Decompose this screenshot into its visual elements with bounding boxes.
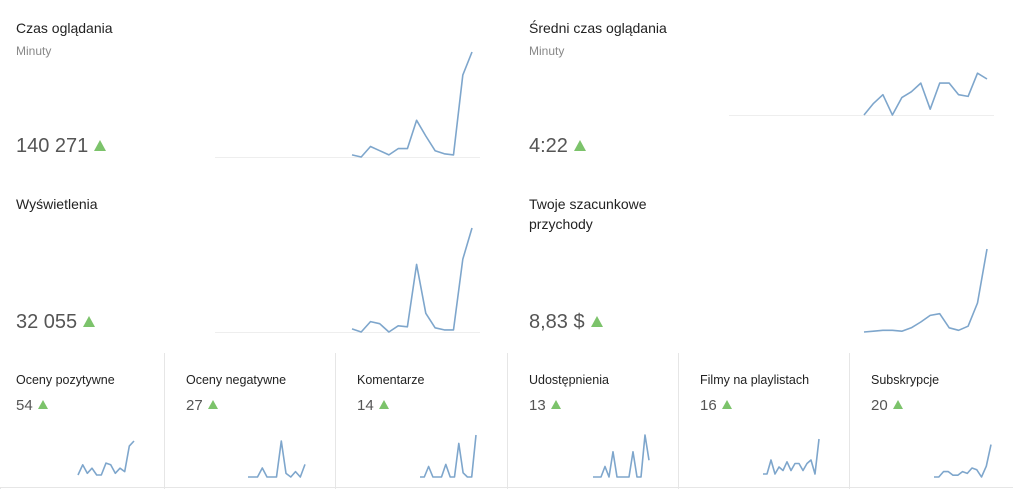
card-title: Udostępnienia bbox=[529, 373, 609, 387]
sparkline bbox=[934, 444, 992, 478]
metric-card-avg-watch-time[interactable]: Średni czas oglądania Minuty 4:22 bbox=[507, 0, 1013, 176]
sparkline-series bbox=[934, 444, 992, 478]
card-value-row: 14 bbox=[357, 397, 389, 414]
sparkline bbox=[248, 440, 306, 478]
trend-up-icon bbox=[207, 400, 218, 409]
sparkline bbox=[763, 438, 820, 475]
card-value: 16 bbox=[700, 397, 717, 414]
trend-up-icon bbox=[37, 400, 48, 409]
card-subtitle: Minuty bbox=[16, 44, 52, 58]
metric-card-estimated-revenue[interactable]: Twoje szacunkowe przychody 8,83 $ bbox=[507, 176, 1013, 353]
trend-up-icon bbox=[721, 400, 732, 409]
sparkline bbox=[593, 434, 650, 478]
card-value: 4:22 bbox=[529, 135, 568, 157]
card-value-row: 4:22 bbox=[529, 135, 586, 158]
card-value-row: 13 bbox=[529, 397, 561, 414]
metric-card-watch-time[interactable]: Czas oglądania Minuty 140 271 bbox=[0, 0, 507, 176]
sparkline-series bbox=[248, 440, 306, 478]
card-value-row: 27 bbox=[186, 397, 218, 414]
trend-up-icon bbox=[550, 400, 561, 409]
divider bbox=[849, 353, 850, 489]
card-value-row: 20 bbox=[871, 397, 903, 414]
metric-card-comments[interactable]: Komentarze 14 bbox=[336, 353, 507, 487]
trend-up-icon bbox=[378, 400, 389, 409]
card-value-row: 32 055 bbox=[16, 311, 96, 334]
metric-card-views[interactable]: Wyświetlenia 32 055 bbox=[0, 176, 507, 353]
card-value-row: 16 bbox=[700, 397, 732, 414]
sparkline bbox=[215, 227, 480, 333]
card-value-row: 54 bbox=[16, 397, 48, 414]
metric-card-shares[interactable]: Udostępnienia 13 bbox=[508, 353, 678, 487]
card-title: Subskrypcje bbox=[871, 373, 940, 387]
card-value: 27 bbox=[186, 397, 203, 414]
sparkline-series bbox=[863, 72, 988, 116]
sparkline-series bbox=[351, 227, 473, 333]
sparkline-series bbox=[763, 438, 820, 475]
card-value-row: 8,83 $ bbox=[529, 311, 603, 334]
card-title: Oceny pozytywne bbox=[16, 373, 115, 387]
sparkline bbox=[215, 51, 480, 158]
metric-card-dislikes[interactable]: Oceny negatywne 27 bbox=[165, 353, 335, 487]
card-value: 8,83 $ bbox=[529, 311, 585, 333]
divider bbox=[164, 353, 165, 489]
card-title: Wyświetlenia bbox=[16, 196, 98, 212]
metric-card-playlist-adds[interactable]: Filmy na playlistach 16 bbox=[679, 353, 849, 487]
card-title: Oceny negatywne bbox=[186, 373, 287, 387]
card-title: Czas oglądania bbox=[16, 20, 113, 36]
divider bbox=[678, 353, 679, 489]
card-title: Twoje szacunkowe przychody bbox=[529, 196, 647, 232]
card-value: 20 bbox=[871, 397, 888, 414]
sparkline bbox=[77, 440, 135, 476]
trend-up-icon bbox=[590, 316, 603, 327]
card-value: 32 055 bbox=[16, 311, 78, 333]
card-title: Komentarze bbox=[357, 373, 425, 387]
card-value: 54 bbox=[16, 397, 33, 414]
sparkline-series bbox=[77, 440, 135, 476]
metric-card-likes[interactable]: Oceny pozytywne 54 bbox=[0, 353, 164, 487]
metric-card-subscribers[interactable]: Subskrypcje 20 bbox=[850, 353, 1013, 487]
trend-up-icon bbox=[573, 140, 586, 151]
trend-up-icon bbox=[892, 400, 903, 409]
card-subtitle: Minuty bbox=[529, 44, 565, 58]
sparkline bbox=[729, 72, 994, 116]
card-value: 140 271 bbox=[16, 135, 89, 157]
divider bbox=[0, 487, 1013, 488]
sparkline-series bbox=[593, 434, 650, 478]
card-title: Średni czas oglądania bbox=[529, 20, 667, 36]
trend-up-icon bbox=[83, 316, 96, 327]
card-value: 13 bbox=[529, 397, 546, 414]
divider bbox=[335, 353, 336, 489]
card-value-row: 140 271 bbox=[16, 135, 107, 158]
sparkline bbox=[420, 434, 477, 478]
sparkline-series bbox=[351, 51, 473, 158]
trend-up-icon bbox=[94, 140, 107, 151]
sparkline bbox=[863, 248, 988, 333]
sparkline-series bbox=[863, 248, 988, 333]
card-title: Filmy na playlistach bbox=[700, 373, 810, 387]
card-value: 14 bbox=[357, 397, 374, 414]
sparkline-series bbox=[420, 434, 477, 478]
